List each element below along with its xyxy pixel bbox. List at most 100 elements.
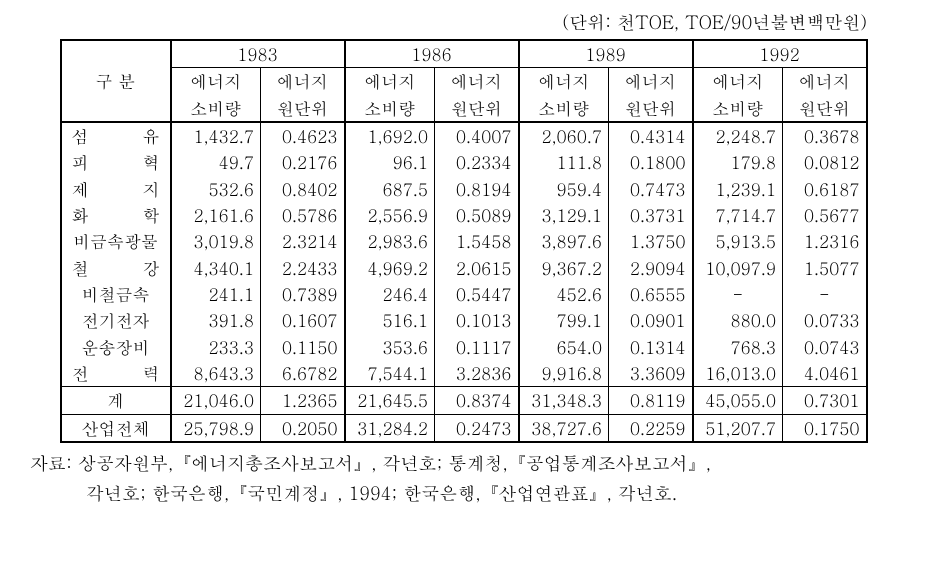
cell: 0.3731	[609, 202, 693, 228]
cell: 532.6	[171, 176, 261, 202]
cell: 241.1	[171, 281, 261, 307]
table-row: 제 지 532.6 0.8402 687.5 0.8194 959.4 0.74…	[61, 176, 867, 202]
cell: 2,161.6	[171, 202, 261, 228]
cell: 233.3	[171, 334, 261, 360]
cell: 0.2473	[435, 414, 519, 442]
header-category: 구 분	[61, 40, 171, 122]
cell: 0.1800	[609, 149, 693, 175]
cell: 2,983.6	[345, 228, 435, 254]
cell: 452.6	[519, 281, 609, 307]
cell: 0.1013	[435, 307, 519, 333]
cell: 8,643.3	[171, 360, 261, 387]
cell: 0.5677	[783, 202, 867, 228]
cell: 2.0615	[435, 255, 519, 281]
header-unit-1986-l1: 에너지	[435, 68, 519, 95]
cell: 3.3609	[609, 360, 693, 387]
cell: 0.6555	[609, 281, 693, 307]
table-row: 비철금속 241.1 0.7389 246.4 0.5447 452.6 0.6…	[61, 281, 867, 307]
cell: 0.6187	[783, 176, 867, 202]
header-unit-1989-l1: 에너지	[609, 68, 693, 95]
cell: 1,432.7	[171, 122, 261, 149]
row-name: 전기전자	[61, 307, 171, 333]
cell: 0.5089	[435, 202, 519, 228]
sources-line1: 자료: 상공자원부,『에너지총조사보고서』, 각년호; 통계청,『공업통계조사보…	[30, 451, 711, 476]
cell: 5,913.5	[693, 228, 783, 254]
header-unit-1983-l1: 에너지	[261, 68, 345, 95]
table-row: 비금속광물 3,019.8 2.3214 2,983.6 1.5458 3,89…	[61, 228, 867, 254]
cell: 0.2259	[609, 414, 693, 442]
cell: 0.7389	[261, 281, 345, 307]
cell: 2,248.7	[693, 122, 783, 149]
row-name: 비철금속	[61, 281, 171, 307]
cell: 0.0743	[783, 334, 867, 360]
header-year-1986: 1986	[345, 40, 519, 68]
cell: 2.2433	[261, 255, 345, 281]
cell: 880.0	[693, 307, 783, 333]
cell: 768.3	[693, 334, 783, 360]
cell: 0.2176	[261, 149, 345, 175]
cell: 0.7301	[783, 387, 867, 414]
cell: 9,367.2	[519, 255, 609, 281]
row-name: 제 지	[61, 176, 171, 202]
cell: 0.7473	[609, 176, 693, 202]
cell: 0.1314	[609, 334, 693, 360]
header-row-sub2: 소비량 원단위 소비량 원단위 소비량 원단위 소비량 원단위	[61, 95, 867, 122]
cell: 3,129.1	[519, 202, 609, 228]
cell: 959.4	[519, 176, 609, 202]
cell: 0.2334	[435, 149, 519, 175]
row-name: 피 혁	[61, 149, 171, 175]
cell: 2,556.9	[345, 202, 435, 228]
cell: 391.8	[171, 307, 261, 333]
cell: 0.8374	[435, 387, 519, 414]
cell: 96.1	[345, 149, 435, 175]
header-row-sub1: 에너지 에너지 에너지 에너지 에너지 에너지 에너지 에너지	[61, 68, 867, 95]
cell: 0.5447	[435, 281, 519, 307]
cell: 21,046.0	[171, 387, 261, 414]
header-unit-1983-l2: 원단위	[261, 95, 345, 122]
cell: 1.5077	[783, 255, 867, 281]
table-row: 전 력 8,643.3 6.6782 7,544.1 3.2836 9,916.…	[61, 360, 867, 387]
cell: 0.0733	[783, 307, 867, 333]
sources-line2: 각년호; 한국은행,『국민계정』, 1994; 한국은행,『산업연관표』, 각년…	[30, 479, 907, 509]
cell: 0.1607	[261, 307, 345, 333]
header-cons-1983-l1: 에너지	[171, 68, 261, 95]
total-row: 산업전체 25,798.9 0.2050 31,284.2 0.2473 38,…	[61, 414, 867, 442]
cell: 0.2050	[261, 414, 345, 442]
cell: 246.4	[345, 281, 435, 307]
cell: 2,060.7	[519, 122, 609, 149]
cell: 1,239.1	[693, 176, 783, 202]
cell: 10,097.9	[693, 255, 783, 281]
cell: 0.1750	[783, 414, 867, 442]
cell: 0.3678	[783, 122, 867, 149]
cell: 0.1150	[261, 334, 345, 360]
cell: 2.3214	[261, 228, 345, 254]
unit-label: (단위: 천TOE, TOE/90년불변백만원)	[20, 10, 907, 35]
header-unit-1992-l2: 원단위	[783, 95, 867, 122]
cell: 0.0812	[783, 149, 867, 175]
header-year-1989: 1989	[519, 40, 693, 68]
cell: 111.8	[519, 149, 609, 175]
cell: 38,727.6	[519, 414, 609, 442]
cell: 45,055.0	[693, 387, 783, 414]
header-cons-1986-l1: 에너지	[345, 68, 435, 95]
header-cons-1986-l2: 소비량	[345, 95, 435, 122]
header-cons-1992-l1: 에너지	[693, 68, 783, 95]
cell: 353.6	[345, 334, 435, 360]
cell: 3.2836	[435, 360, 519, 387]
cell: 0.1117	[435, 334, 519, 360]
row-name: 화 학	[61, 202, 171, 228]
cell: 1.2365	[261, 387, 345, 414]
cell: 51,207.7	[693, 414, 783, 442]
cell: 0.8194	[435, 176, 519, 202]
cell: 2.9094	[609, 255, 693, 281]
row-name: 철 강	[61, 255, 171, 281]
cell: 1,692.0	[345, 122, 435, 149]
header-cons-1989-l1: 에너지	[519, 68, 609, 95]
header-row-years: 구 분 1983 1986 1989 1992	[61, 40, 867, 68]
row-name: 전 력	[61, 360, 171, 387]
header-year-1983: 1983	[171, 40, 345, 68]
table-row: 화 학 2,161.6 0.5786 2,556.9 0.5089 3,129.…	[61, 202, 867, 228]
cell: 0.8402	[261, 176, 345, 202]
header-unit-1992-l1: 에너지	[783, 68, 867, 95]
cell: 0.4623	[261, 122, 345, 149]
